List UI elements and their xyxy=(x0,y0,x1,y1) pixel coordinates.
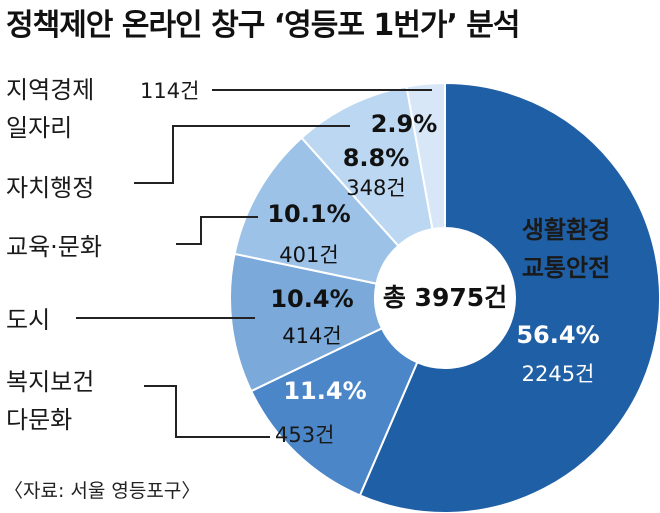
leader-line-jobs xyxy=(134,125,350,184)
slice-percent-city: 10.4% xyxy=(270,285,353,313)
donut-slices xyxy=(229,81,660,513)
label-welfare-line2: 다문화 xyxy=(6,406,72,434)
slice-count-admin: 348건 xyxy=(346,176,405,200)
count-local-economy: 114건 xyxy=(140,79,199,103)
label-admin: 자치행정 xyxy=(6,174,94,202)
leader-lines xyxy=(76,89,432,438)
label-jobs: 일자리 xyxy=(6,114,72,142)
donut-hole xyxy=(375,228,515,368)
source-note: 〈자료: 서울 영등포구〉 xyxy=(4,480,201,502)
slice-percent-education: 10.1% xyxy=(267,200,350,228)
slice-labels: 56.4% 2245건 생활환경 교통안전 11.4% 10.4% 414건 1… xyxy=(267,110,610,405)
slice-name-living-line2: 교통안전 xyxy=(522,254,610,282)
chart-title: 정책제안 온라인 창구 ‘영등포 1번가’ 분석 xyxy=(6,8,521,43)
leader-line-education xyxy=(176,216,258,245)
label-local-economy: 지역경제 xyxy=(6,76,94,104)
slice-count-city: 414건 xyxy=(282,324,341,348)
slice-name-living-line1: 생활환경 xyxy=(522,216,610,244)
slice-percent-jobs: 2.9% xyxy=(371,110,438,138)
slice-count-living: 2245건 xyxy=(522,362,595,386)
slice-count-education: 401건 xyxy=(279,243,338,267)
label-city: 도시 xyxy=(6,306,50,334)
slice-percent-admin: 8.8% xyxy=(343,144,410,172)
slice-percent-welfare: 11.4% xyxy=(283,377,366,405)
category-labels: 지역경제 114건 일자리 자치행정 교육·문화 도시 복지보건 다문화 453… xyxy=(6,76,334,447)
count-welfare: 453건 xyxy=(275,423,334,447)
slice-percent-living: 56.4% xyxy=(516,321,599,349)
label-welfare-line1: 복지보건 xyxy=(6,368,94,396)
leader-line-welfare xyxy=(144,385,270,438)
label-education: 교육·문화 xyxy=(6,233,102,261)
center-total-label: 총 3975건 xyxy=(383,283,507,312)
